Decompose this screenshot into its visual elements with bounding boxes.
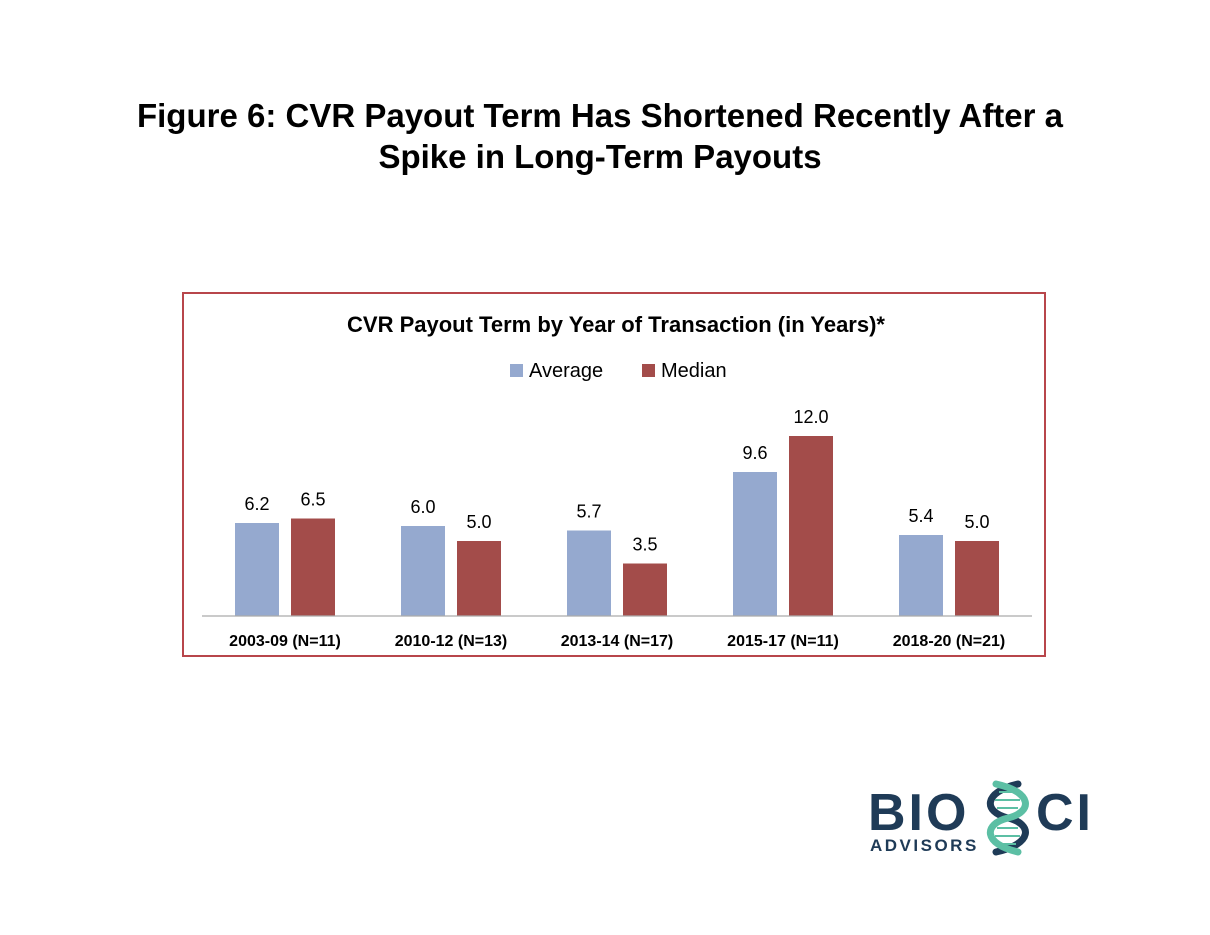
chart-value-labels: 6.2 6.5 6.0 5.0 5.7 3.5 9.6 12.0 5.4 5.0 bbox=[244, 407, 989, 555]
page-title: Figure 6: CVR Payout Term Has Shortened … bbox=[0, 95, 1200, 177]
logo-text-ci: CI bbox=[1036, 784, 1094, 842]
page-title-line-1: Figure 6: CVR Payout Term Has Shortened … bbox=[136, 97, 1064, 134]
data-label: 6.0 bbox=[410, 497, 435, 517]
data-label: 5.0 bbox=[964, 512, 989, 532]
bar-chart: CVR Payout Term by Year of Transaction (… bbox=[202, 312, 1032, 650]
category-label: 2010-12 (N=13) bbox=[395, 633, 508, 650]
bar-median bbox=[955, 541, 999, 616]
category-label: 2015-17 (N=11) bbox=[727, 633, 839, 650]
data-label: 12.0 bbox=[793, 407, 828, 427]
logo-text-advisors: ADVISORS bbox=[870, 836, 979, 855]
chart-category-labels: 2003-09 (N=11) 2010-12 (N=13) 2013-14 (N=1… bbox=[229, 633, 1005, 650]
chart-title: CVR Payout Term by Year of Transaction (… bbox=[347, 312, 885, 337]
data-label: 5.0 bbox=[466, 512, 491, 532]
bar-average bbox=[567, 530, 611, 616]
bar-median bbox=[291, 518, 335, 616]
data-label: 5.4 bbox=[908, 506, 933, 526]
category-label: 2003-09 (N=11) bbox=[229, 633, 341, 650]
legend-swatch-average bbox=[510, 364, 523, 377]
category-label: 2013-14 (N=17) bbox=[561, 633, 674, 650]
legend-swatch-median bbox=[642, 364, 655, 377]
logo-text-bio: BIO bbox=[868, 784, 969, 842]
bar-average bbox=[733, 472, 777, 616]
bar-average bbox=[401, 526, 445, 616]
bar-median bbox=[457, 541, 501, 616]
data-label: 9.6 bbox=[742, 443, 767, 463]
legend-label-average: Average bbox=[529, 360, 603, 382]
category-label: 2018-20 (N=21) bbox=[893, 633, 1006, 650]
legend-label-median: Median bbox=[661, 360, 727, 382]
page-title-line-2: Spike in Long-Term Payouts bbox=[378, 138, 822, 175]
chart-legend: Average Median bbox=[510, 360, 727, 382]
data-label: 6.2 bbox=[244, 494, 269, 514]
data-label: 3.5 bbox=[632, 535, 657, 555]
logo-mark: BIO CI ADVISORS bbox=[868, 780, 1094, 856]
data-label: 5.7 bbox=[576, 502, 601, 522]
bar-median bbox=[623, 563, 667, 616]
chart-frame: CVR Payout Term by Year of Transaction (… bbox=[182, 292, 1046, 657]
bar-average bbox=[235, 523, 279, 616]
dna-helix-icon bbox=[987, 780, 1029, 856]
data-label: 6.5 bbox=[300, 490, 325, 510]
bioscı-advisors-logo: BIO CI ADVISORS bbox=[868, 778, 1118, 856]
bar-average bbox=[899, 535, 943, 616]
bar-median bbox=[789, 436, 833, 616]
chart-bars bbox=[235, 436, 999, 616]
